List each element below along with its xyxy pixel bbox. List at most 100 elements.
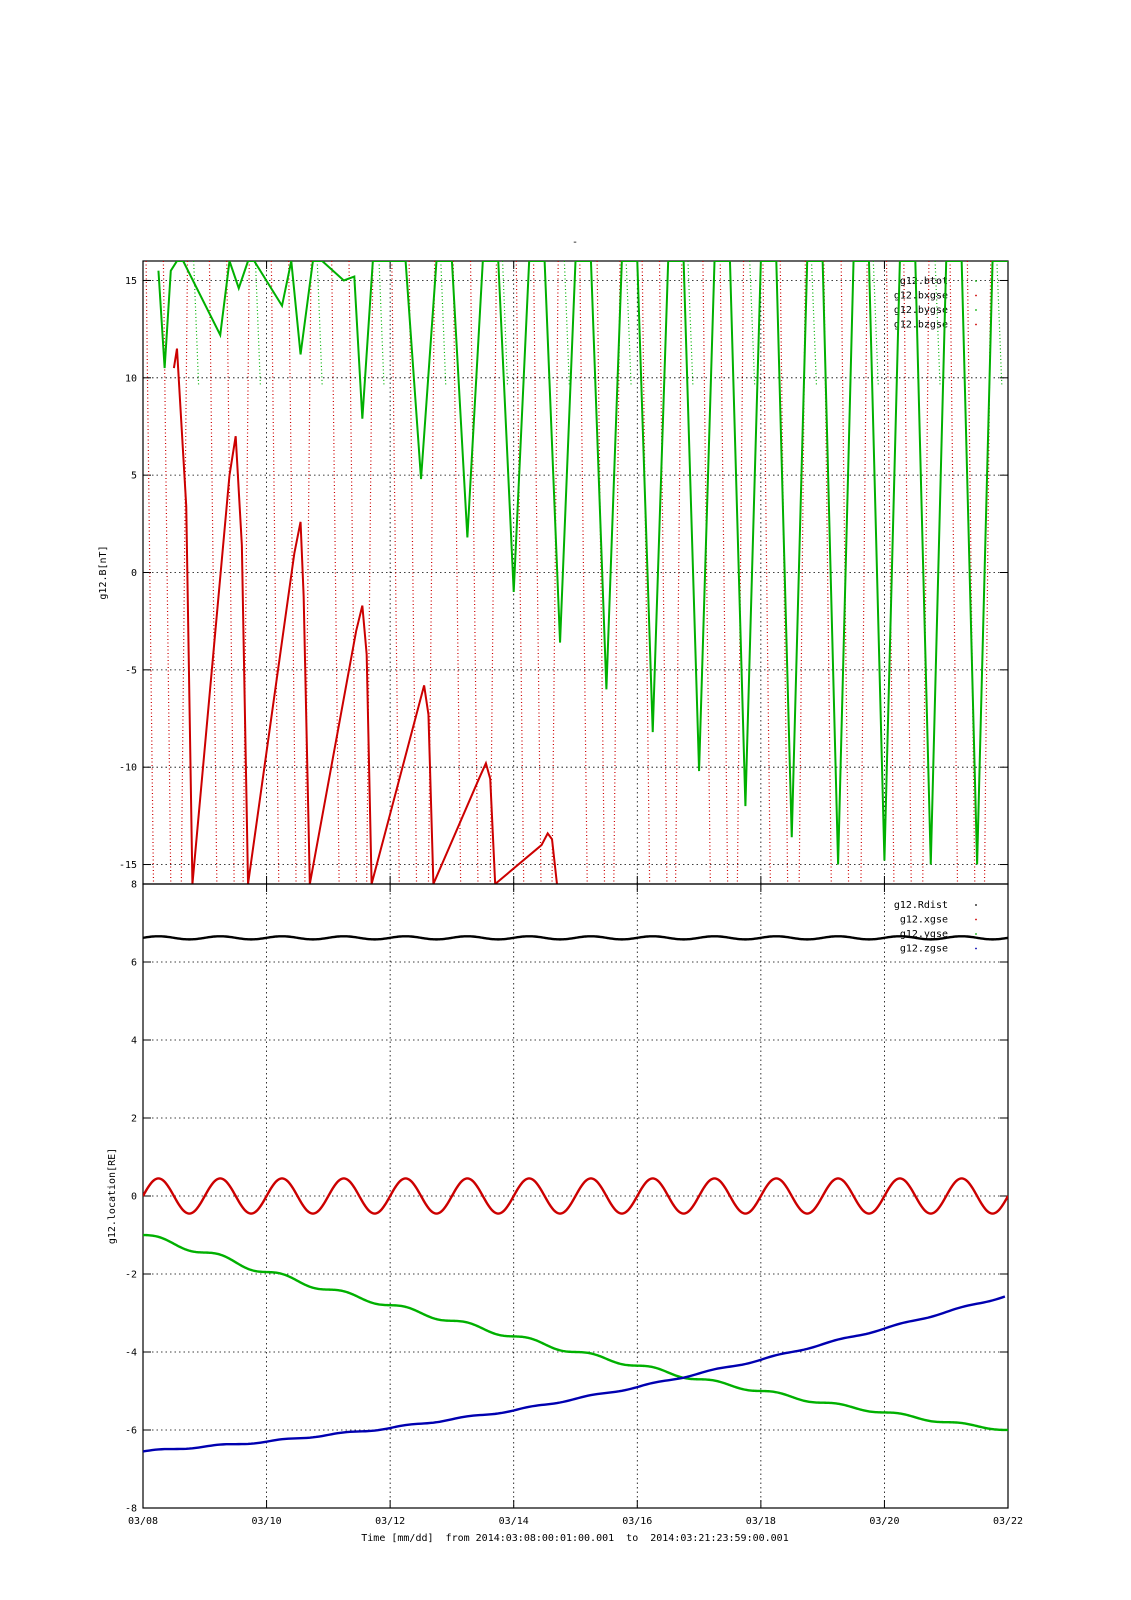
bxgse-sweep: [242, 261, 250, 884]
y-tick-label: -8: [125, 1504, 137, 1515]
legend-label: g12.xgse: [900, 915, 948, 926]
x-tick-label: 03/10: [252, 1516, 282, 1527]
bxgse-sweep: [469, 261, 479, 884]
btot-sweep: [810, 261, 818, 386]
x-tick-label: 03/22: [993, 1516, 1023, 1527]
bygse-line: [157, 261, 1008, 865]
magnetic-field-panel: -15 -10 -5 0 5 10 15 g12.B[nT] g12.btot g12.bxgse…: [98, 260, 1009, 885]
g12-xgse-line: [143, 1177, 1008, 1215]
legend-label: g12.bygse: [894, 305, 948, 316]
x-tick-label: 03/18: [746, 1516, 776, 1527]
x-tick-label: 03/14: [499, 1516, 529, 1527]
legend-marker: [975, 294, 977, 297]
legend-marker: [975, 309, 977, 311]
legend-label: g12.zgse: [900, 944, 948, 955]
bxgse-sweep: [798, 261, 806, 884]
bxgse-sweep: [489, 261, 498, 884]
y-tick-label: 5: [131, 471, 137, 482]
bxgse-sweep: [613, 261, 621, 884]
bxgse-sweep: [579, 261, 588, 884]
bxgse-sweep: [208, 261, 218, 884]
bxgse-sweep: [452, 261, 462, 884]
bxgse-sweep: [366, 261, 374, 884]
bxgse-sweep: [408, 261, 418, 884]
y-tick-label: 10: [125, 373, 137, 384]
bxgse-sweep: [641, 261, 651, 884]
legend-label: g12.btot: [900, 276, 948, 287]
ygse-line: [143, 1233, 1008, 1432]
bxgse-sweep: [180, 261, 189, 884]
x-tick-label: 03/20: [869, 1516, 899, 1527]
bxgse-sweep: [348, 261, 358, 884]
btot-sweep: [872, 261, 879, 386]
y-tick-label: 15: [125, 276, 137, 287]
y-tick-label: 6: [131, 958, 137, 969]
plot-area: [143, 935, 1008, 1453]
y-tick-label: 2: [131, 1114, 137, 1125]
bxgse-sweep: [391, 261, 400, 884]
bxgse-sweep: [551, 261, 559, 884]
plot-area: [145, 261, 1008, 884]
bxgse-sweep: [427, 261, 436, 884]
btot-sweep: [687, 261, 694, 386]
y-tick-label: -15: [119, 860, 137, 871]
y-tick-label: 8: [131, 880, 137, 891]
bxgse-sweep: [702, 261, 711, 884]
y-tick-label: -5: [125, 665, 137, 676]
bxgse-sweep: [823, 261, 832, 884]
bxgse-sweep: [304, 261, 312, 884]
legend-label: g12.bzgse: [894, 320, 948, 331]
bxgse-sweep: [860, 261, 868, 884]
y-tick-label: 4: [131, 1036, 137, 1047]
y-tick-label: -10: [119, 763, 137, 774]
y-axis-label: g12.B[nT]: [98, 545, 109, 599]
btot-sweep: [193, 261, 200, 386]
bxgse-sweep: [532, 261, 542, 884]
y-tick-label: -2: [125, 1270, 137, 1281]
y-tick-label: 0: [131, 568, 137, 579]
legend-marker: [975, 947, 977, 950]
bxgse-sweep: [331, 261, 340, 884]
bxgse-sweep: [922, 261, 930, 884]
location-panel: -8 -6 -4 -2 0 2 4 6 8 g12.location[RE] g12.Rdist g1…: [107, 880, 1009, 1515]
legend-marker: [975, 904, 977, 906]
bxgse-sweep: [719, 261, 729, 884]
bxgse-sweep: [226, 261, 235, 884]
figure-title: -: [572, 237, 578, 248]
y-tick-label: -6: [125, 1426, 137, 1437]
bxgse-sweep: [658, 261, 668, 884]
y-axis-label: g12.location[RE]: [107, 1148, 118, 1244]
bxgse-sweep: [949, 261, 959, 884]
btot-sweep: [625, 261, 632, 386]
y-tick-label: -4: [125, 1348, 137, 1359]
legend-marker: [975, 323, 977, 326]
btot-sweep: [378, 261, 385, 386]
zgse-line: [143, 1295, 1006, 1453]
bxgse-sweep: [674, 261, 683, 884]
bxgse-sweep: [162, 261, 172, 884]
x-tick-label: 03/08: [128, 1516, 158, 1527]
legend-marker: [975, 918, 977, 921]
x-axis-label: Time [mm/dd] from 2014:03:08:00:01:00.00…: [361, 1533, 788, 1544]
legend-label: g12.Rdist: [894, 900, 948, 911]
bxgse-sweep: [515, 261, 525, 884]
legend-label: g12.bxgse: [894, 291, 948, 302]
btot-sweep: [254, 261, 261, 386]
bxgse-sweep: [270, 261, 280, 884]
bxgse-sweep: [762, 261, 771, 884]
bxgse-sweep: [885, 261, 895, 884]
legend-marker: [975, 933, 977, 935]
btot-sweep: [440, 261, 447, 386]
bxgse-sweep: [983, 261, 992, 884]
legend-label: g12.ygse: [900, 929, 948, 940]
btot-sweep: [996, 261, 1003, 386]
legend-marker: [975, 280, 977, 282]
btot-sweep: [316, 261, 323, 386]
bxgse-sweep: [736, 261, 745, 884]
bxgse-sweep: [145, 261, 155, 884]
g12-Rdist-line: [143, 935, 1008, 941]
y-tick-label: 0: [131, 1192, 137, 1203]
btot-sweep: [749, 261, 756, 386]
btot-sweep: [563, 261, 570, 386]
